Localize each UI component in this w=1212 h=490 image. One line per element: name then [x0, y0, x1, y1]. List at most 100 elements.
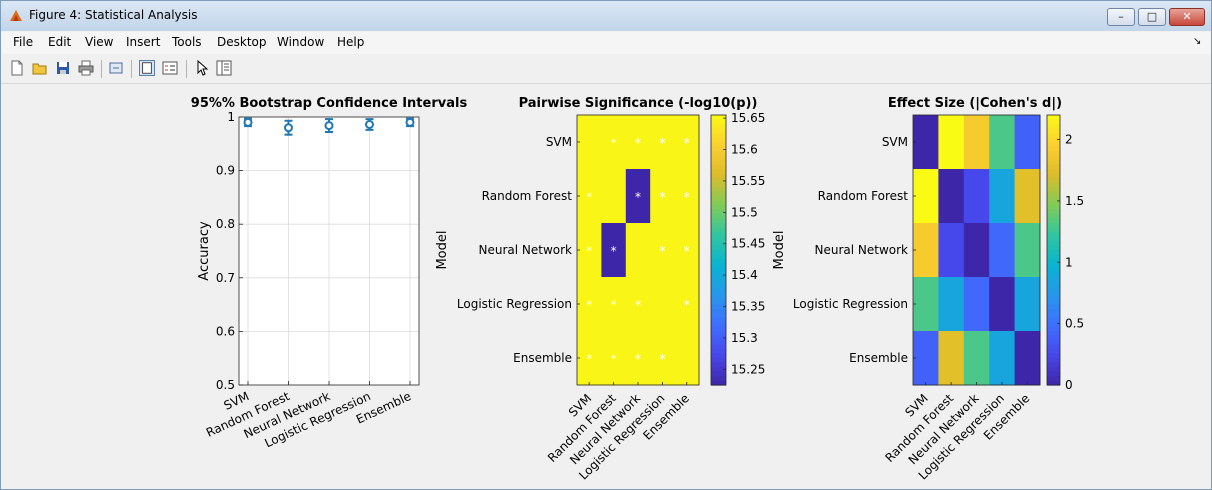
pointer-icon[interactable] — [194, 60, 210, 76]
menu-help[interactable]: Help — [337, 35, 365, 49]
sig-colorbar-segment — [711, 223, 726, 229]
sig-cell — [674, 115, 700, 170]
sig-marker-star: * — [611, 136, 617, 150]
new-figure-icon[interactable] — [9, 60, 25, 76]
sig-cell — [650, 277, 676, 332]
effect-cell — [938, 169, 965, 224]
save-icon[interactable] — [55, 60, 71, 76]
title-bar[interactable]: Figure 4: Statistical Analysis – □ ✕ — [1, 1, 1211, 31]
sig-markers: * * * * * * * * * * * * * * * * * * * * — [586, 136, 690, 366]
sig-colorbar-segment — [711, 250, 726, 256]
effect-cell — [1014, 115, 1041, 170]
sig-cell — [601, 223, 627, 278]
minimize-button[interactable]: – — [1107, 8, 1135, 26]
sig-colorbar-segment — [711, 263, 726, 269]
ci-chart-y-tick-label: 1 — [227, 110, 235, 124]
sig-marker-star: * — [586, 244, 592, 258]
toolbar — [1, 55, 1211, 84]
menu-bar: File Edit View Insert Tools Desktop Wind… — [1, 32, 1211, 54]
effect-colorbar-segment — [1047, 205, 1060, 211]
sig-colorbar-segment — [711, 196, 726, 202]
effect-colorbar-segment — [1047, 380, 1060, 386]
effect-colorbar-segment — [1047, 344, 1060, 350]
effect-colorbar-segment — [1047, 326, 1060, 332]
effect-colorbar-segment — [1047, 367, 1060, 373]
sig-cell — [601, 277, 627, 332]
menu-window[interactable]: Window — [277, 35, 325, 49]
sig-cell — [601, 115, 627, 170]
sig-cell — [674, 223, 700, 278]
effect-cell — [1014, 331, 1041, 386]
sig-ylabel: Model — [435, 230, 450, 269]
open-file-icon[interactable] — [32, 60, 48, 76]
effect-colorbar-segment — [1047, 191, 1060, 197]
effect-colorbar-segment — [1047, 146, 1060, 152]
ci-chart-y-tick-label: 0.9 — [216, 164, 235, 178]
sig-cell — [577, 277, 602, 332]
sig-marker-star: * — [659, 190, 665, 204]
effect-colorbar-segment — [1047, 290, 1060, 296]
ci-chart-series — [243, 117, 415, 136]
menu-edit[interactable]: Edit — [48, 35, 72, 49]
effect-colorbar-segment — [1047, 227, 1060, 233]
menu-view[interactable]: View — [85, 35, 114, 49]
sig-colorbar-segment — [711, 272, 726, 278]
effect-colorbar-segment — [1047, 182, 1060, 188]
menu-desktop[interactable]: Desktop — [217, 35, 267, 49]
sig-colorbar-segment — [711, 313, 726, 319]
sig-y-tick-label-logistic-regression: Logistic Regression — [457, 297, 572, 311]
sig-colorbar-segment — [711, 182, 726, 188]
effect-colorbar-segment — [1047, 151, 1060, 157]
effect-cell — [989, 277, 1016, 332]
effect-colorbar-segment — [1047, 308, 1060, 314]
sig-colorbar-tick-label: 15.4 — [731, 268, 758, 282]
sig-colorbar-segment — [711, 254, 726, 260]
sig-cell — [625, 223, 651, 278]
ci-chart-y-tick-label: 0.5 — [216, 378, 235, 392]
sig-colorbar-segment — [711, 367, 726, 373]
effect-colorbar-segment — [1047, 322, 1060, 328]
effect-cell — [1014, 277, 1041, 332]
dock-icon[interactable] — [139, 60, 155, 76]
menu-file[interactable]: File — [13, 35, 34, 49]
property-editor-icon[interactable] — [216, 60, 232, 76]
sig-colorbar-segment — [711, 380, 726, 386]
sig-cell — [650, 223, 676, 278]
menu-insert[interactable]: Insert — [126, 35, 161, 49]
effect-cell — [913, 331, 939, 386]
sig-colorbar-segment — [711, 326, 726, 332]
sig-colorbar-segment — [711, 214, 726, 220]
effect-heatmap-cells — [913, 115, 1041, 386]
effect-colorbar-segment — [1047, 286, 1060, 292]
close-button[interactable]: ✕ — [1169, 8, 1205, 26]
sig-marker-star: * — [659, 136, 665, 150]
sig-colorbar-segment — [711, 358, 726, 364]
effect-cell — [963, 331, 990, 386]
sig-colorbar-box — [710, 114, 727, 386]
sig-colorbar-segment — [711, 137, 726, 143]
effect-ylabel: Model — [772, 230, 787, 269]
toolbar-separator — [101, 60, 102, 78]
sig-colorbar-tick-label: 15.25 — [731, 362, 765, 376]
effect-cell — [1014, 223, 1041, 278]
sig-colorbar-segment — [711, 259, 726, 265]
sig-cell — [674, 331, 700, 386]
effect-colorbar-segment — [1047, 313, 1060, 319]
print-icon[interactable] — [78, 60, 94, 76]
effect-cell — [1014, 169, 1041, 224]
sig-colorbar-segment — [711, 169, 726, 175]
effect-cell — [989, 223, 1016, 278]
sig-cell — [577, 115, 602, 170]
legend-icon[interactable] — [162, 60, 178, 76]
menu-overflow-icon[interactable]: ↘ — [1193, 36, 1202, 47]
effect-colorbar-segment — [1047, 119, 1060, 125]
sig-colorbar-segment — [711, 164, 726, 170]
sig-colorbar-segment — [711, 142, 726, 148]
menu-tools[interactable]: Tools — [172, 35, 202, 49]
link-icon[interactable] — [108, 60, 124, 76]
effect-colorbar-segment — [1047, 241, 1060, 247]
maximize-button[interactable]: □ — [1138, 8, 1166, 26]
effect-cell — [963, 169, 990, 224]
